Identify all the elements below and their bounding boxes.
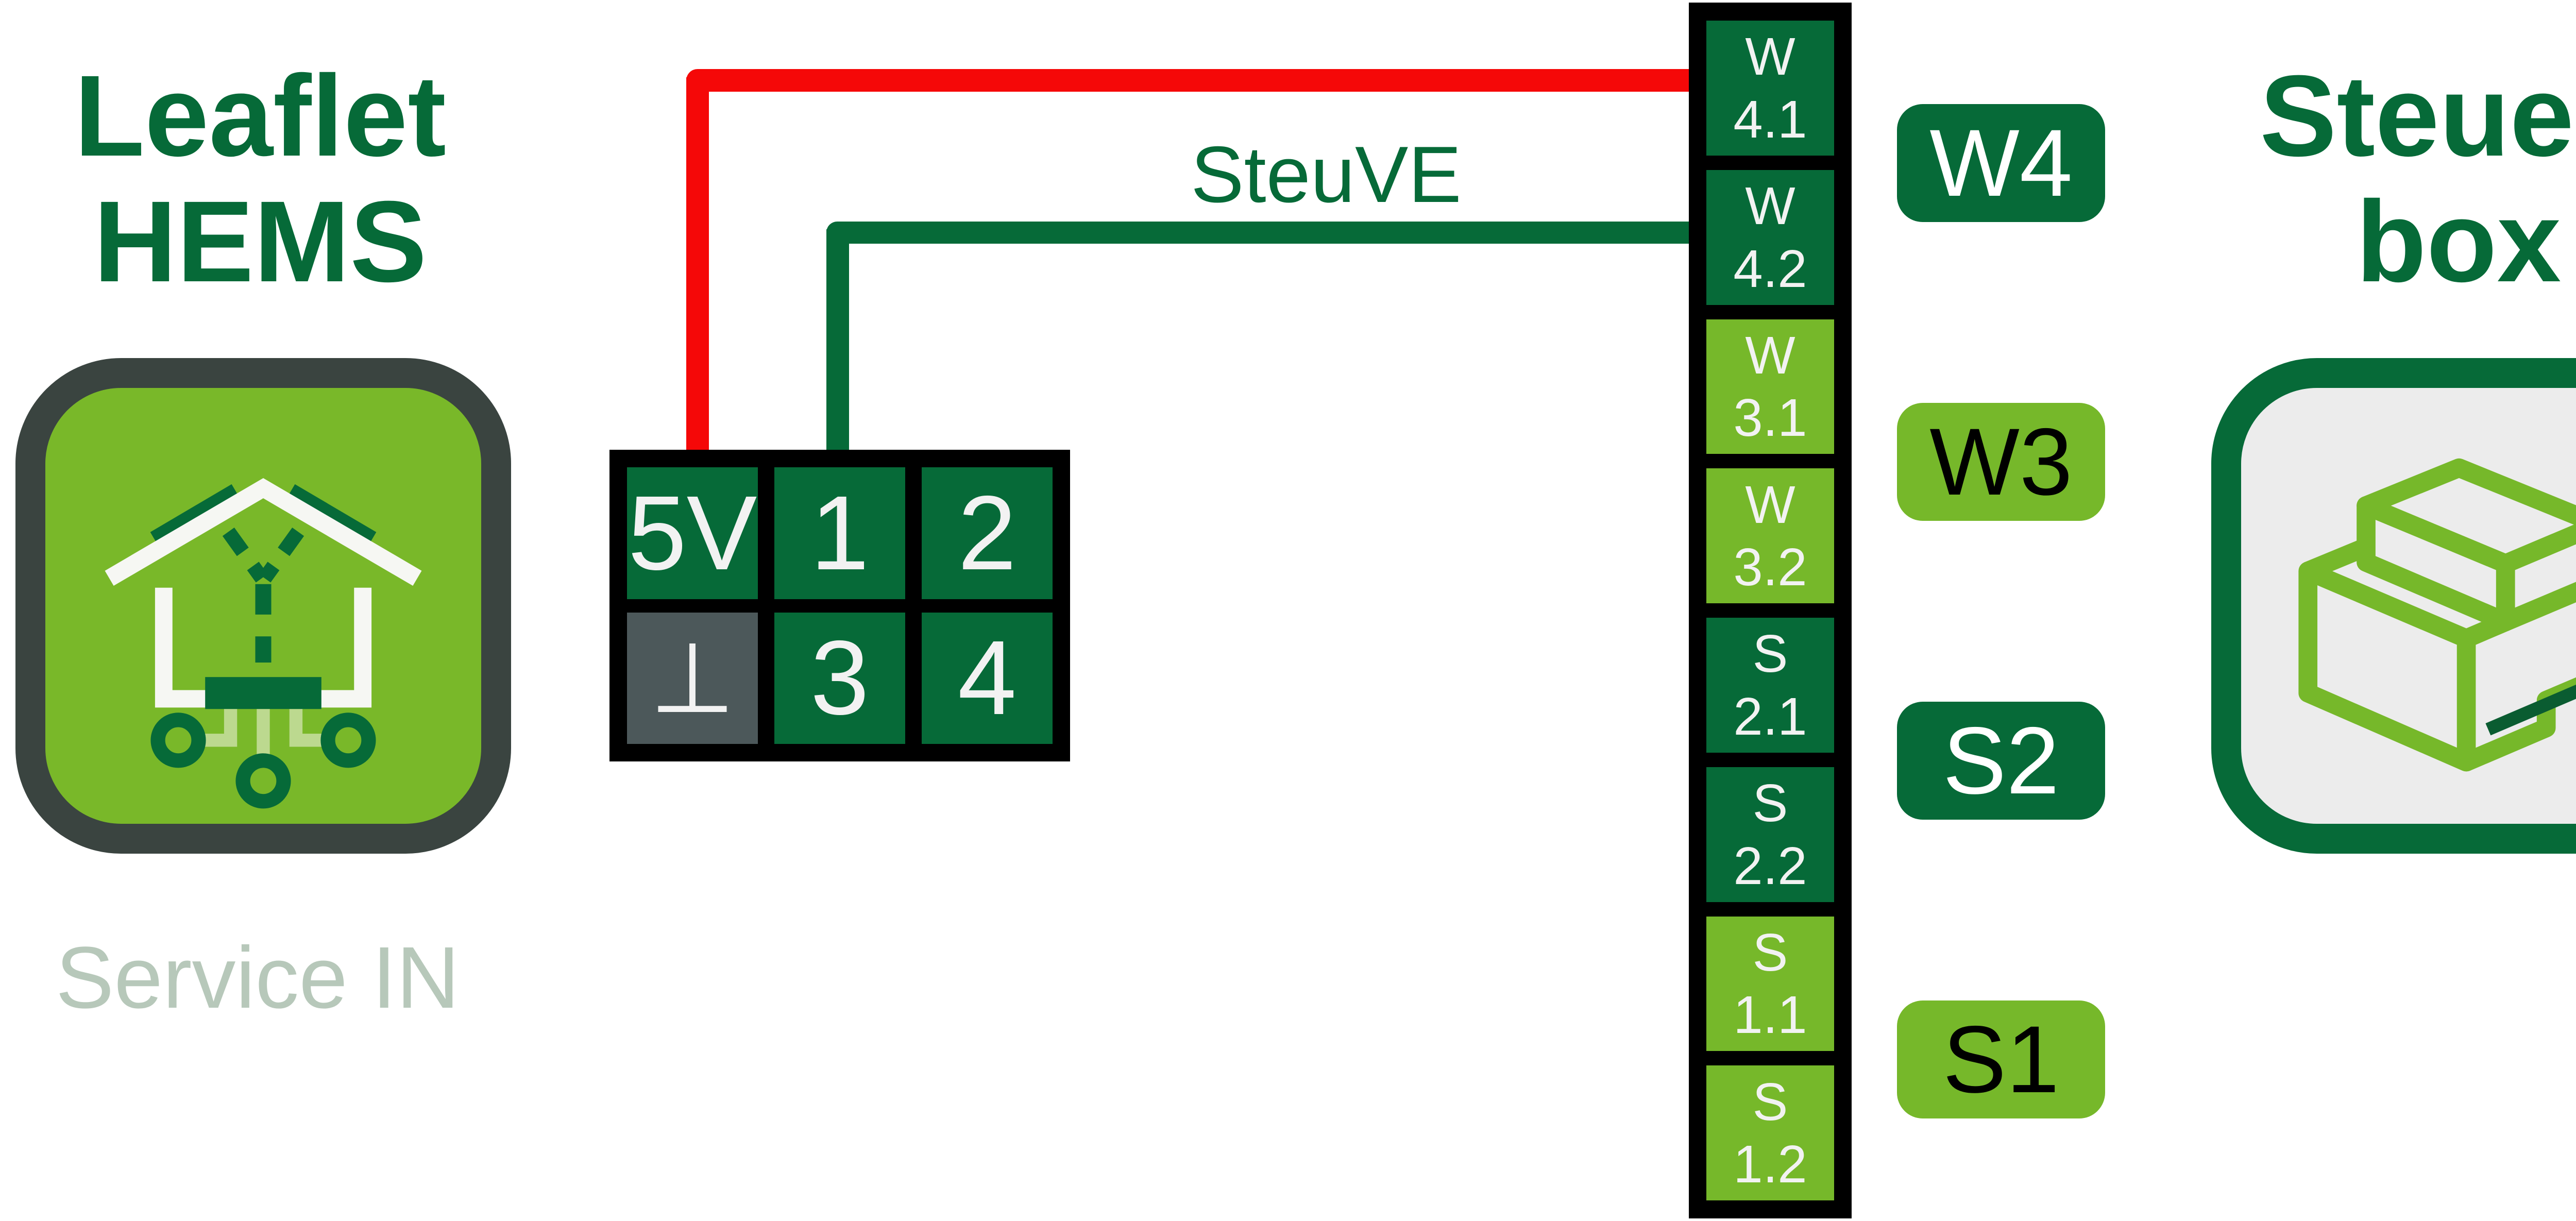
control-box-icon (2298, 458, 2576, 772)
house-roof (105, 478, 422, 586)
terminal-cell-s21: S 2.1 (1706, 618, 1834, 753)
terminal-cell-s12: S 1.2 (1706, 1065, 1834, 1200)
ground-symbol: ⊥ (650, 623, 735, 733)
connector-cell-3: 3 (774, 612, 905, 744)
connector-cell-3-label: 3 (810, 619, 869, 737)
node-link-right (289, 709, 328, 747)
hems-app-icon (15, 358, 511, 854)
terminal-cell-w42-line2: 4.2 (1733, 239, 1807, 298)
connector-cell-5v-label: 5V (628, 473, 757, 592)
hems-title-line1: Leaflet (74, 52, 446, 180)
badge-s2: S2 (1897, 702, 2105, 820)
smart-home-icon (105, 478, 422, 809)
din-clip-outline (2462, 677, 2576, 771)
service-in-label: Service IN (55, 929, 460, 1027)
terminal-cell-s12-line2: 1.2 (1733, 1134, 1807, 1194)
badge-w3: W3 (1897, 403, 2105, 521)
steuerbox-device-title: Steuer- box (2201, 53, 2576, 304)
terminal-cell-w41-line1: W (1745, 27, 1795, 87)
connector-cell-2: 2 (922, 467, 1053, 599)
steuerbox-title-line1: Steuer- (2260, 52, 2576, 180)
terminal-cell-w32: W 3.2 (1706, 468, 1834, 603)
terminal-cell-s11-line2: 1.1 (1733, 985, 1807, 1045)
upper-box-right (2496, 523, 2576, 632)
control-box-icon-art (2298, 458, 2576, 772)
node-link-left (198, 709, 238, 747)
red-wire-horizontal-segment (686, 69, 1695, 92)
green-wire-vertical-segment (826, 229, 849, 450)
red-wire-vertical-segment (686, 77, 709, 450)
hub-bar (205, 677, 321, 709)
diagonal-detail-line (2485, 684, 2576, 736)
hems-device-title: Leaflet HEMS (18, 53, 502, 304)
green-wire-horizontal-segment (826, 222, 1695, 244)
connector-cell-2-label: 2 (957, 473, 1016, 592)
badge-w4: W4 (1897, 104, 2105, 222)
dashed-y-left (222, 527, 268, 583)
lower-box-shelf-edge (2462, 613, 2510, 648)
hems-title-line2: HEMS (93, 177, 427, 307)
terminal-cell-w31-line2: 3.1 (1733, 388, 1807, 448)
steuerbox-title-line2: box (2355, 177, 2562, 307)
connector-cell-ground: ⊥ (627, 612, 758, 744)
terminal-cell-s21-line2: 2.1 (1733, 686, 1807, 746)
terminal-cell-s22: S 2.2 (1706, 767, 1834, 902)
connector-cell-1: 1 (774, 467, 905, 599)
smart-home-icon-art (105, 478, 422, 809)
connector-cell-1-label: 1 (810, 473, 869, 592)
terminal-cell-s12-line1: S (1752, 1072, 1788, 1131)
connector-cell-4: 4 (922, 612, 1053, 744)
terminal-cell-s11: S 1.1 (1706, 916, 1834, 1052)
node-circle-right (320, 713, 376, 768)
terminal-cell-w41: W 4.1 (1706, 21, 1834, 156)
connector-cell-5v: 5V (627, 467, 758, 599)
steuve-wire-label: SteuVE (1191, 130, 1462, 219)
terminal-cell-s22-line1: S (1752, 773, 1788, 833)
roof-accent-left (150, 484, 240, 546)
node-circle-left (150, 713, 206, 768)
badge-s1: S1 (1897, 1000, 2105, 1118)
node-circle-bottom (235, 753, 291, 809)
terminal-cell-w31: W 3.1 (1706, 319, 1834, 454)
terminal-cell-w41-line2: 4.1 (1733, 89, 1807, 149)
terminal-cell-w32-line1: W (1745, 474, 1795, 534)
dashed-y-right (259, 527, 304, 583)
terminal-cell-s22-line2: 2.2 (1733, 836, 1807, 895)
terminal-cell-w42-line1: W (1745, 176, 1795, 236)
connector-cell-4-label: 4 (957, 619, 1016, 737)
roof-accent-right (286, 484, 377, 546)
terminal-cell-s11-line1: S (1752, 922, 1788, 982)
terminal-cell-s21-line1: S (1752, 624, 1788, 684)
steuerbox-app-icon (2211, 358, 2576, 854)
terminal-strip: W 4.1 W 4.2 W 3.1 W 3.2 S 2.1 S 2.2 S 1.… (1689, 3, 1852, 1218)
connector-block: 5V 1 2 ⊥ 3 4 (609, 450, 1070, 761)
terminal-cell-w42: W 4.2 (1706, 169, 1834, 305)
terminal-cell-w31-line1: W (1745, 325, 1795, 385)
terminal-cell-w32-line2: 3.2 (1733, 537, 1807, 597)
